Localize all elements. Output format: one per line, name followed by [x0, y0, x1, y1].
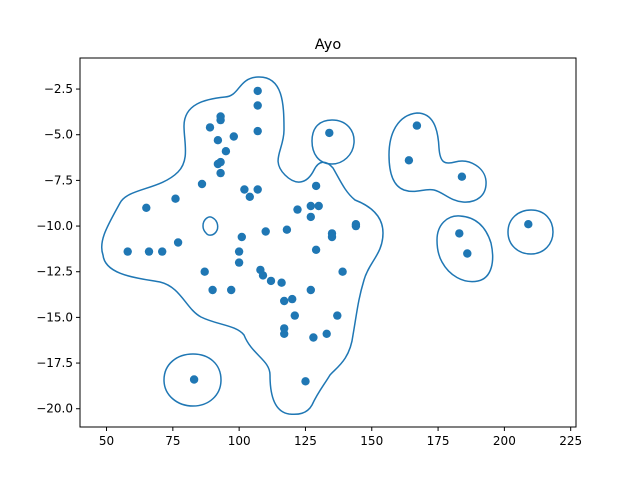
data-point [280, 296, 289, 306]
plot-area [80, 58, 576, 427]
y-axis: −2.5 −5.0 −7.5 −10.0 −12.5 −15.0 −17.5 −20.0 [36, 82, 80, 416]
data-point [288, 294, 297, 304]
data-point [412, 121, 422, 130]
scatter-points [123, 86, 533, 386]
data-point [234, 247, 244, 256]
data-point [277, 278, 286, 287]
data-point [306, 285, 315, 295]
x-tick-label: 100 [228, 434, 251, 448]
data-point [306, 212, 315, 222]
contour-upper-middle [311, 119, 355, 165]
y-tick-label: −5.0 [44, 128, 73, 142]
y-tick-label: −10.0 [36, 219, 73, 233]
data-point [258, 271, 268, 280]
data-point [237, 232, 246, 242]
x-tick-label: 175 [427, 434, 450, 448]
data-point [455, 229, 464, 238]
data-point [338, 267, 347, 276]
data-point [327, 232, 337, 242]
data-point [200, 267, 209, 276]
data-point [208, 285, 217, 295]
y-tick-label: −2.5 [44, 82, 73, 96]
data-point [311, 245, 321, 254]
data-point [351, 221, 361, 231]
data-point [142, 203, 151, 212]
data-point [311, 181, 321, 191]
data-point [322, 329, 331, 338]
y-tick-label: −15.0 [36, 310, 73, 324]
data-point [216, 157, 225, 167]
data-point [213, 136, 223, 145]
data-point [173, 238, 183, 247]
contour-bottom-left [163, 353, 222, 407]
data-point [463, 249, 472, 258]
data-point [227, 285, 236, 295]
contour-right-upper [388, 112, 487, 203]
data-point [306, 201, 315, 211]
data-point [197, 179, 207, 189]
data-point [309, 333, 318, 342]
y-tick-label: −12.5 [36, 265, 73, 279]
data-point [290, 311, 299, 320]
data-point [189, 375, 199, 384]
data-point [144, 247, 154, 256]
contour-main-cluster [101, 76, 384, 416]
x-tick-label: 125 [294, 434, 317, 448]
x-axis: 50 75 100 125 150 175 200 225 [99, 427, 582, 448]
data-point [524, 220, 533, 229]
data-point [221, 147, 231, 156]
chart-title: Ayo [315, 37, 342, 53]
data-point [404, 156, 414, 165]
data-point [245, 192, 254, 201]
y-tick-label: −7.5 [44, 173, 73, 187]
data-point [158, 247, 167, 256]
data-point [266, 276, 276, 286]
data-point [216, 112, 225, 121]
data-point [253, 185, 262, 194]
contour-right-middle [436, 215, 494, 283]
x-tick-label: 225 [559, 434, 582, 448]
density-contours [101, 76, 554, 416]
contour-far-right [507, 209, 554, 255]
x-tick-label: 50 [99, 434, 114, 448]
data-point [171, 194, 180, 203]
data-point [282, 225, 292, 234]
data-point [205, 123, 215, 132]
y-tick-label: −17.5 [36, 356, 73, 370]
y-tick-label: −20.0 [36, 402, 73, 416]
data-point [234, 258, 244, 267]
x-tick-label: 200 [493, 434, 516, 448]
data-point [123, 247, 132, 256]
data-point [314, 201, 323, 211]
x-tick-label: 75 [165, 434, 180, 448]
data-point [301, 377, 310, 386]
data-point [253, 126, 262, 136]
data-point [229, 132, 238, 141]
data-point [457, 172, 467, 181]
data-point [333, 311, 342, 320]
data-point [261, 227, 270, 236]
data-point [216, 168, 225, 178]
data-point [253, 86, 262, 96]
plot-frame [79, 57, 577, 428]
contour-hole [202, 216, 219, 236]
data-point [280, 324, 289, 333]
data-point [325, 128, 334, 138]
data-point [293, 205, 302, 214]
data-point [253, 101, 262, 110]
x-tick-label: 150 [360, 434, 383, 448]
data-point [240, 185, 249, 194]
